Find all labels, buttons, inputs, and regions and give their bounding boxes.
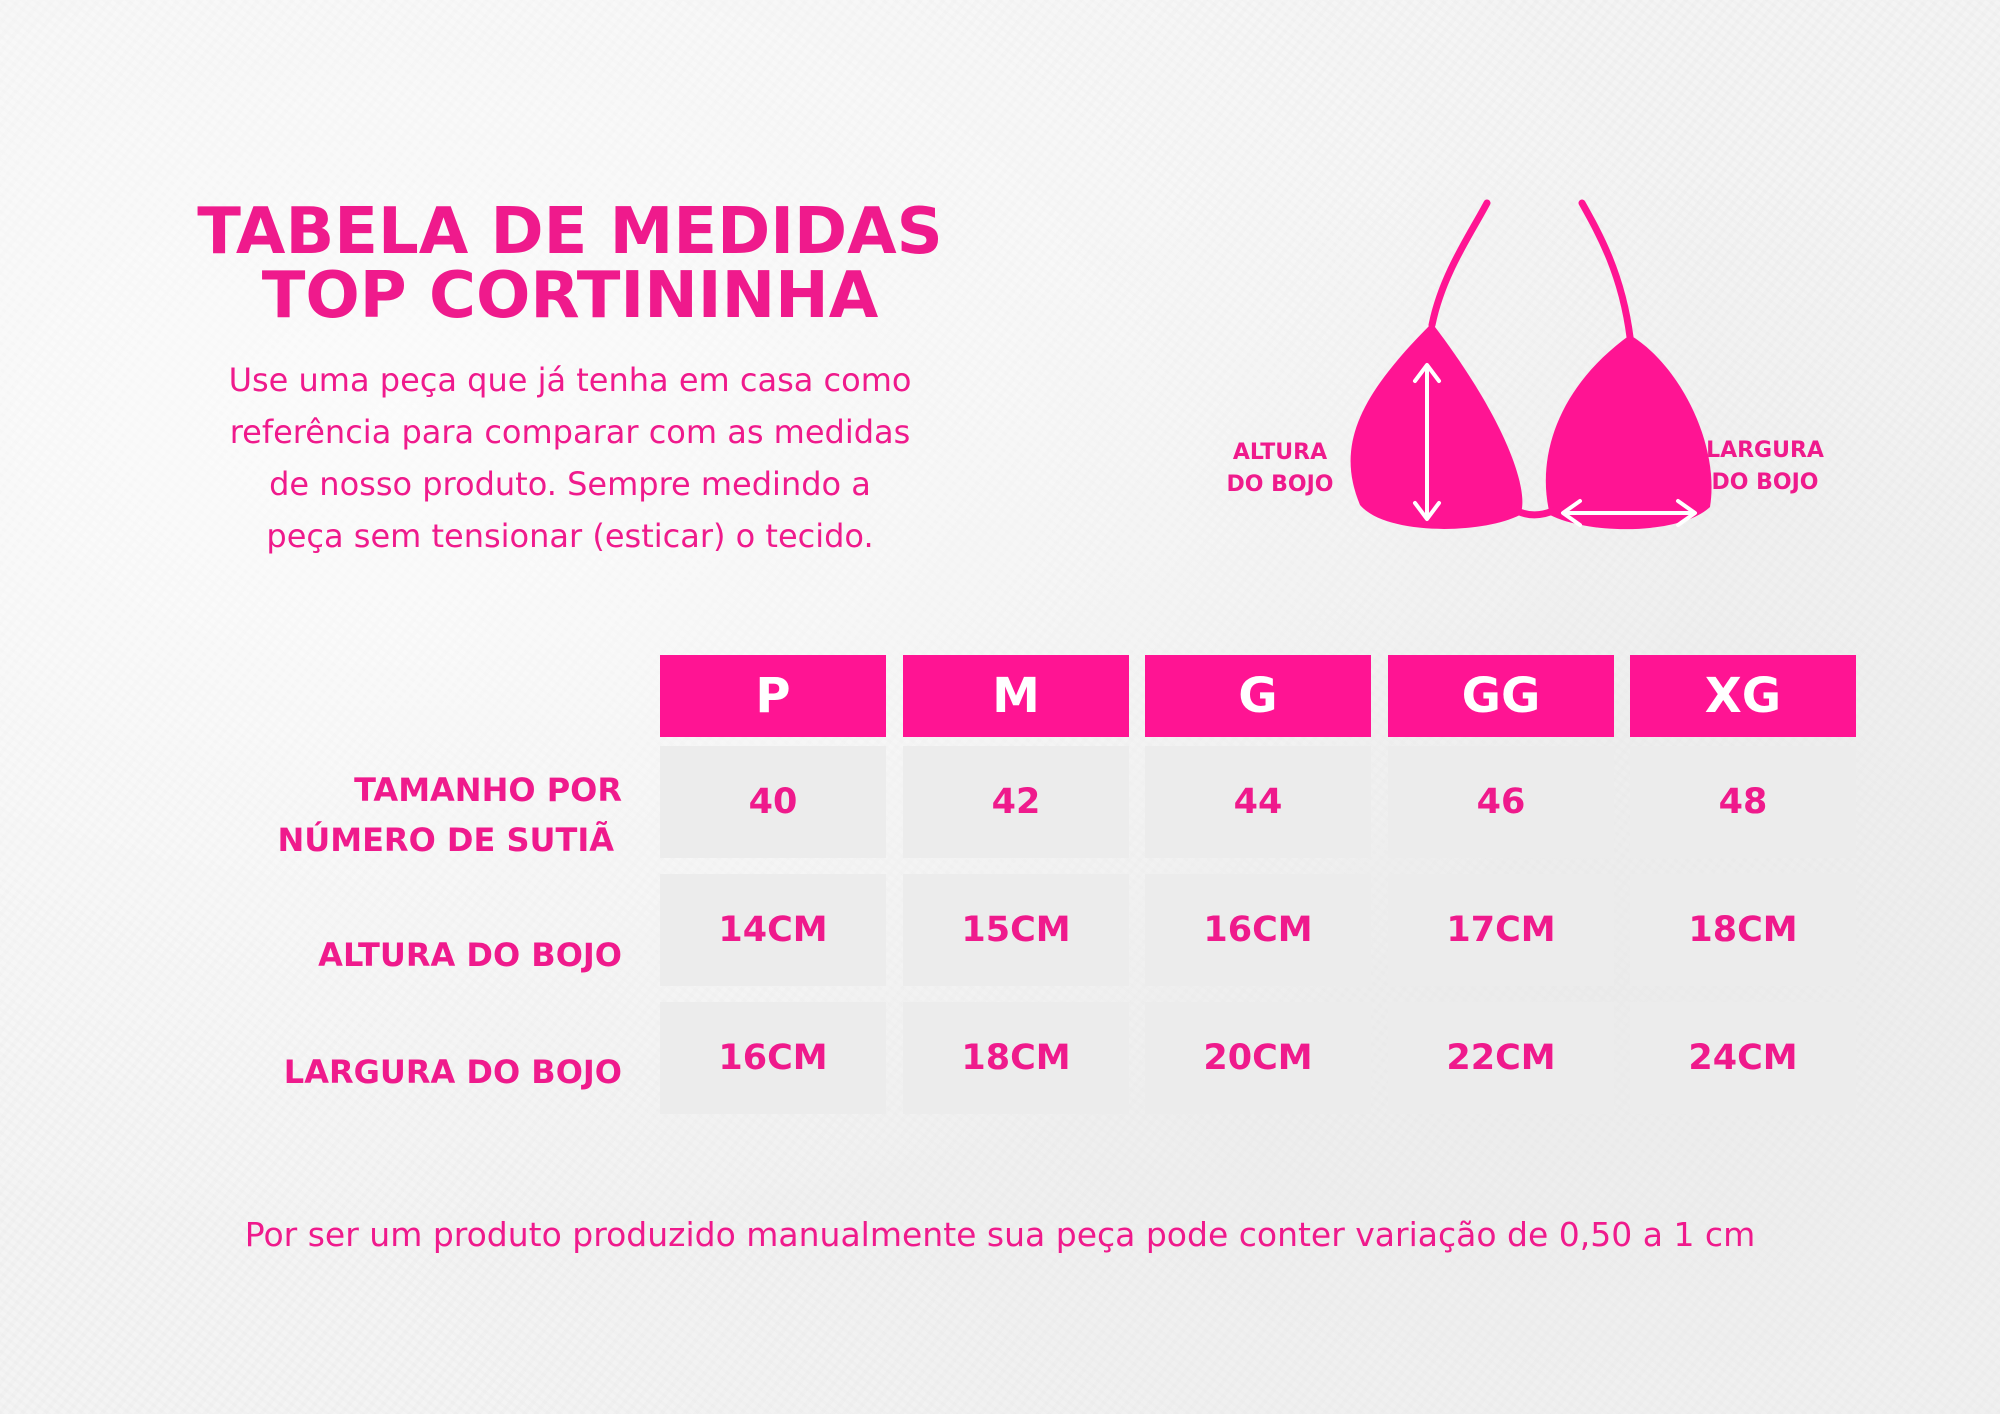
bikini-top-icon [1350,199,1712,530]
intro-line: peça sem tensionar (esticar) o tecido. [266,517,874,555]
title-line-1: TABELA DE MEDIDAS [197,195,943,269]
diagram-label-width: LARGURA DO BOJO [1706,438,1824,495]
table-cell: 18CM [1630,874,1856,986]
size-header-g: G [1145,655,1371,737]
footer-note: Por ser um produto produzido manualmente… [244,1215,1756,1254]
table-cell: 18CM [903,1002,1129,1114]
table-cell: 44 [1145,746,1371,858]
table-cell: 15CM [903,874,1129,986]
intro-text: Use uma peça que já tenha em casa como r… [150,354,990,562]
table-cell: 22CM [1388,1002,1614,1114]
row-label-cup-width: LARGURA DO BOJO [283,1053,622,1091]
intro-line: Use uma peça que já tenha em casa como [228,361,912,399]
intro-line: referência para comparar com as medidas [229,413,911,451]
table-cell: 46 [1388,746,1614,858]
page-title: TABELA DE MEDIDAS TOP CORTININHA [140,200,1000,328]
size-header-gg: GG [1388,655,1614,737]
table-cell: 20CM [1145,1002,1371,1114]
intro-line: de nosso produto. Sempre medindo a [269,465,871,503]
table-cell: 42 [903,746,1129,858]
table-cell: 16CM [660,1002,886,1114]
size-header-m: M [903,655,1129,737]
table-cell: 17CM [1388,874,1614,986]
table-cell: 14CM [660,874,886,986]
table-cell: 40 [660,746,886,858]
measurement-diagram: ALTURA DO BOJO LARGURA DO BOJO [1210,195,1824,545]
table-cell: 24CM [1630,1002,1856,1114]
table-cell: 48 [1630,746,1856,858]
table-cell: 16CM [1145,874,1371,986]
title-line-2: TOP CORTININHA [261,259,879,333]
row-label-cup-height: ALTURA DO BOJO [318,936,622,974]
size-header-xg: XG [1630,655,1856,737]
row-label-bra-size: TAMANHO POR NÚMERO DE SUTIÃ [277,771,622,859]
diagram-label-height: ALTURA DO BOJO [1226,440,1334,497]
size-header-p: P [660,655,886,737]
